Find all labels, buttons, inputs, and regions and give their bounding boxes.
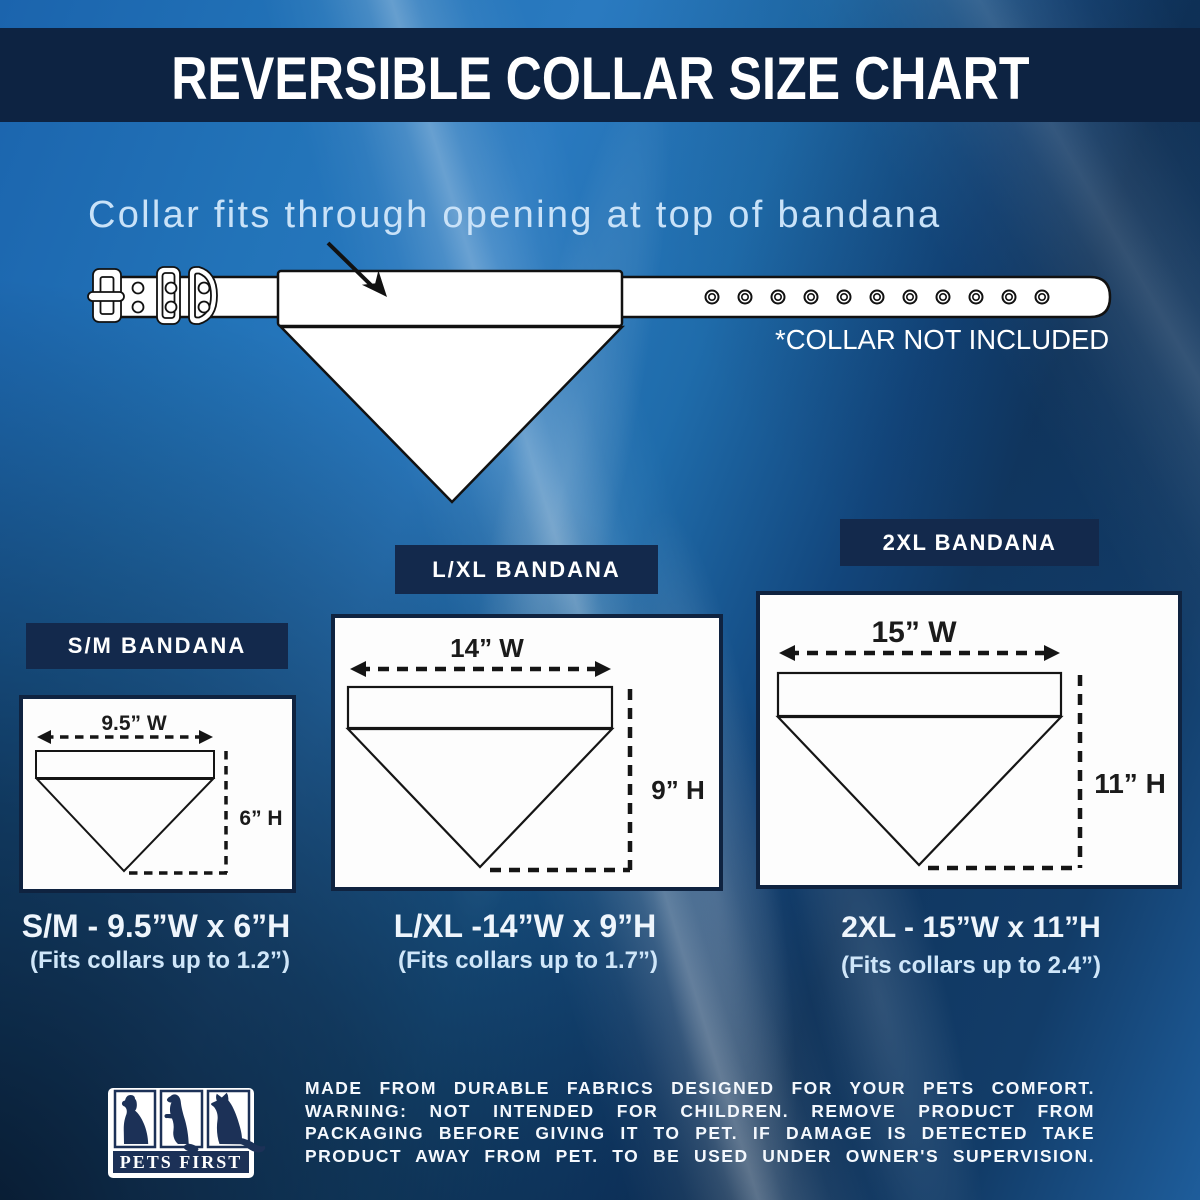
svg-text:11” H: 11” H	[1094, 768, 1166, 799]
svg-text:9” H: 9” H	[651, 775, 704, 805]
svg-text:14” W: 14” W	[450, 633, 524, 663]
svg-text:15” W: 15” W	[871, 616, 957, 649]
svg-text:PETS FIRST: PETS FIRST	[120, 1152, 243, 1172]
svg-text:9.5” W: 9.5” W	[101, 712, 167, 735]
svg-text:6” H: 6” H	[239, 807, 282, 830]
